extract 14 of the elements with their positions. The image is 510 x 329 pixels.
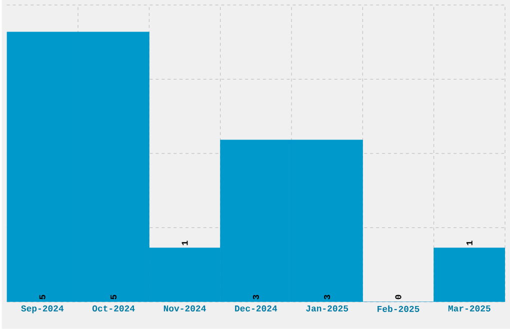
x-tick-label: Oct-2024 <box>92 306 135 312</box>
data-label: 0 <box>395 294 402 300</box>
data-label: 3 <box>324 294 330 300</box>
x-tick-label: Nov-2024 <box>164 306 206 312</box>
data-label: 3 <box>252 294 259 300</box>
x-tick-label: Dec-2024 <box>235 306 278 312</box>
x-tick-label: Feb-2025 <box>378 306 420 312</box>
data-label: 5 <box>110 294 117 300</box>
data-label: 1 <box>182 240 188 246</box>
x-tick-label: Mar-2025 <box>448 306 490 312</box>
x-tick-label: Sep-2024 <box>21 306 64 314</box>
x-tick-label: Jan-2025 <box>306 306 348 312</box>
data-label: 5 <box>39 294 46 300</box>
data-label: 1 <box>466 240 472 246</box>
